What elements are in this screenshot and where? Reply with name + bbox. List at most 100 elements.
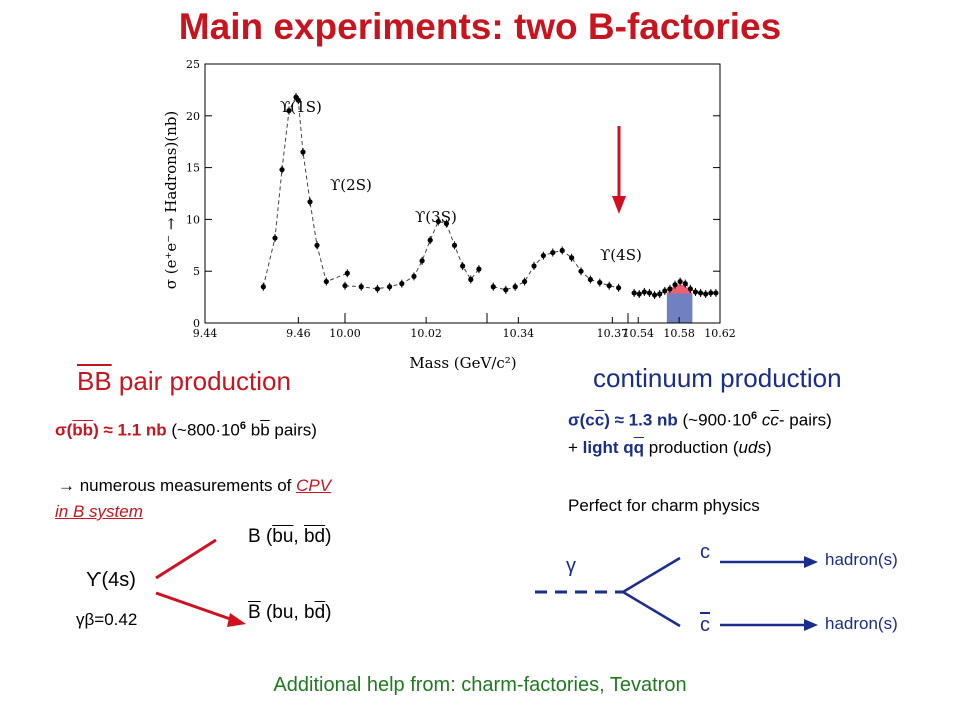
data-point: [697, 290, 704, 296]
continuum-heading: continuum production: [593, 363, 842, 393]
y-tick-label: 5: [193, 265, 200, 278]
bb-pairs-pre: (~800·10: [166, 420, 240, 440]
data-point: [323, 278, 329, 285]
bbar-mid: (bu: [260, 602, 294, 623]
x-tick-label: 9.46: [286, 327, 311, 340]
cpv-arrow-text: → numerous measurements of: [58, 476, 297, 495]
bb-sigma-line: σ(bb) ≈ 1.1 nb (~800·106 bb pairs): [55, 420, 317, 441]
data-point: [631, 290, 637, 296]
data-point: [682, 281, 688, 287]
data-point: [636, 291, 642, 297]
cpv-link-1: CPV: [296, 476, 332, 495]
data-point: [451, 242, 458, 248]
data-point: [435, 218, 441, 225]
bb-heading: BB pair production: [77, 366, 291, 397]
b-bu: bu: [272, 526, 294, 547]
cc-sigma-line: σ(cc) ≈ 1.3 nb (~900·106 cc- pairs): [568, 410, 832, 431]
peak-label: ϒ(3S): [415, 208, 457, 226]
data-point: [667, 286, 673, 292]
bbar-close: ): [325, 602, 332, 623]
data-point: [387, 284, 393, 290]
bb-heading-rest: pair production: [111, 366, 291, 396]
data-point: [314, 242, 320, 248]
cc-sigma-cbar: c: [594, 410, 605, 430]
x-axis-label: Mass (GeV/c²): [409, 354, 516, 372]
b-close: ): [325, 526, 332, 547]
data-point: [713, 290, 719, 296]
bb-heading-bar: BB: [77, 366, 112, 396]
cc-pairs-pre: (~900·10: [677, 410, 752, 430]
data-point: [587, 276, 593, 283]
data-point: [300, 149, 306, 155]
x-tick-label: 10.34: [503, 327, 535, 340]
gamma-beta-label: γβ=0.42: [76, 610, 138, 629]
cc-pairs-c: c: [757, 410, 771, 430]
hadron-label-2: hadron(s): [825, 614, 898, 633]
peak-label: ϒ(1S): [280, 98, 322, 116]
bb-sigma-pre: σ(: [55, 420, 73, 440]
upsilon-4s-label: ϒ(4s): [86, 569, 136, 591]
x-tick-label: 10.00: [329, 327, 361, 340]
y-tick-label: 10: [186, 213, 200, 226]
y-tick-label: 25: [186, 58, 200, 71]
data-point: [708, 290, 714, 296]
data-point: [460, 263, 466, 269]
y-tick-label: 0: [193, 317, 200, 330]
data-point: [399, 281, 405, 287]
x-tick-label: 10.54: [622, 327, 654, 340]
x-tick-label: 10.37: [597, 327, 629, 340]
x-tick-label: 9.44: [193, 327, 218, 340]
plot-frame: [204, 63, 721, 324]
data-point: [411, 273, 417, 279]
bb-sigma-bar: bb: [72, 420, 94, 440]
x-tick-label: 10.62: [704, 327, 736, 340]
cpv-link-2: in B system: [55, 502, 143, 521]
y-tick-label: 15: [186, 162, 200, 175]
data-point: [569, 255, 575, 261]
data-point: [606, 283, 612, 289]
quark-line-cbar: [622, 590, 681, 628]
data-point: [692, 289, 699, 295]
data-point: [512, 284, 518, 290]
data-point: [531, 263, 537, 269]
data-point: [272, 235, 278, 241]
uds-text: uds: [738, 438, 766, 457]
decay-arrows-svg: [155, 538, 246, 627]
perfect-charm-text: Perfect for charm physics: [568, 496, 760, 515]
light-q: q: [623, 438, 634, 457]
data-point: [468, 276, 474, 283]
continuum-diagram-svg: [535, 556, 818, 631]
data-point: [307, 199, 313, 205]
data-point: [550, 249, 556, 256]
data-point: [358, 284, 364, 290]
gamma-label: γ: [566, 555, 576, 577]
bb-pairs-post: pairs): [269, 420, 317, 440]
data-point: [295, 97, 301, 103]
light-qq-line: + light qq production (uds): [568, 438, 772, 458]
data-point: [597, 279, 603, 286]
fit-curve: [344, 220, 480, 290]
data-point: [279, 167, 285, 173]
decay-line-b: [155, 538, 217, 580]
data-point: [427, 237, 433, 243]
upsilon4s-arrowhead: [612, 196, 626, 214]
light-close: ): [765, 438, 772, 457]
bb-sigma-post: ) ≈ 1.1 nb: [93, 420, 167, 440]
bb-pairs-mid: b: [246, 420, 261, 440]
data-point: [476, 266, 482, 272]
b-pre: B (: [248, 526, 273, 547]
x-tick-label: 10.02: [410, 327, 442, 340]
upsilon4s-continuum-fill: [666, 293, 693, 323]
data-point: [443, 220, 450, 227]
cc-pairs-exp: 6: [751, 410, 758, 422]
bb-pairs-bar: b: [260, 420, 270, 440]
data-point: [687, 286, 693, 292]
hadron-arrowhead-2: [804, 619, 818, 631]
bbar-comma: , b: [293, 602, 315, 623]
bbar-d: d: [314, 602, 326, 623]
data-point: [522, 278, 528, 285]
data-point: [286, 108, 292, 114]
data-point: [578, 268, 584, 274]
data-point: [419, 258, 425, 264]
